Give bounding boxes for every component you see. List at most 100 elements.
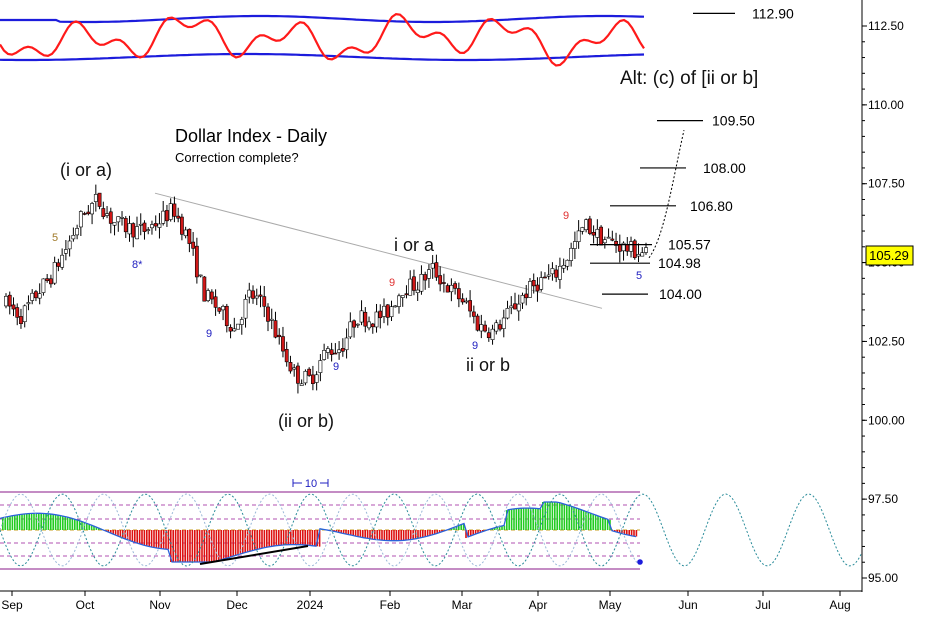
histogram-bar-green	[544, 502, 546, 530]
candle-bear	[468, 300, 472, 312]
histogram-bar-red	[117, 530, 119, 536]
candle-bull	[539, 277, 544, 290]
histogram-bar-green	[21, 514, 23, 530]
candle-bull	[67, 240, 72, 250]
candle-bear	[262, 296, 267, 307]
histogram-bar-green	[64, 516, 66, 530]
histogram-bar-red	[309, 530, 311, 546]
candle-bull	[135, 226, 139, 240]
histogram-bar-green	[462, 523, 465, 530]
candle-bull	[22, 305, 27, 323]
price-tick-label: 110.00	[868, 98, 904, 112]
candle-bull	[243, 298, 248, 319]
candle-bull	[449, 284, 454, 293]
candle-bull	[516, 303, 521, 312]
histogram-bar-red	[628, 530, 630, 536]
candle-bear	[228, 326, 233, 332]
candle-bear	[554, 269, 559, 278]
histogram-bar-red	[479, 530, 482, 533]
histogram-bar-red	[138, 530, 141, 544]
histogram-bar-red	[290, 530, 292, 545]
cycle-label-bg	[302, 476, 320, 489]
candle-bear	[483, 324, 487, 332]
histogram-bar-green	[563, 503, 566, 530]
histogram-bar-red	[201, 530, 203, 562]
histogram-bar-red	[626, 530, 628, 535]
histogram-bar-red	[174, 530, 177, 562]
candle-bull	[232, 328, 237, 332]
date-tick-label: Jun	[678, 598, 697, 612]
count-label: 5	[52, 232, 58, 244]
candle-bull	[528, 281, 532, 298]
candle-bull	[52, 262, 57, 284]
candle-bear	[599, 226, 603, 246]
candle-bull	[494, 322, 499, 332]
lower-cycle-panel	[0, 491, 862, 570]
level-label: 105.57	[668, 237, 711, 253]
histogram-bar-green	[88, 523, 90, 530]
candle-bear	[434, 262, 439, 278]
histogram-bar-red	[333, 530, 335, 532]
candle-bear	[101, 208, 106, 217]
histogram-bar-red	[258, 530, 261, 549]
candle-bull	[63, 249, 68, 254]
histogram-bar-red	[366, 530, 369, 539]
histogram-bar-red	[472, 530, 474, 536]
date-tick-label: Dec	[226, 598, 247, 612]
date-tick-label: Mar	[452, 598, 473, 612]
candle-bear	[404, 293, 409, 296]
histogram-bar-red	[165, 530, 167, 550]
histogram-bar-green	[50, 513, 52, 530]
candle-bear	[251, 290, 255, 299]
histogram-bar-green	[23, 514, 26, 530]
histogram-bar-red	[237, 530, 239, 555]
histogram-bar-red	[419, 530, 422, 539]
candle-bear	[142, 222, 147, 232]
histogram-bar-red	[182, 530, 184, 562]
candle-bull	[359, 310, 364, 323]
histogram-bar-red	[311, 530, 314, 546]
histogram-bar-red	[105, 530, 107, 531]
candle-bull	[183, 229, 188, 237]
histogram-bar-red	[179, 530, 182, 562]
histogram-bar-red	[359, 530, 362, 537]
histogram-bar-red	[148, 530, 150, 547]
candle-bull	[621, 242, 626, 252]
histogram-bar-red	[335, 530, 338, 532]
histogram-bar-red	[618, 530, 621, 533]
candle-bear	[513, 303, 517, 310]
histogram-bar-red	[302, 530, 304, 545]
histogram-bar-red	[364, 530, 366, 538]
level-label: 109.50	[712, 113, 755, 129]
candle-bull	[580, 227, 585, 232]
histogram-bar-green	[40, 513, 42, 530]
candle-bear	[524, 293, 529, 299]
histogram-bar-green	[594, 514, 597, 530]
histogram-bar-green	[585, 511, 587, 530]
osc-lower-band	[0, 52, 645, 62]
candle-bear	[423, 274, 428, 281]
histogram-bar-green	[530, 508, 532, 530]
cycle-wave-dotted	[0, 493, 862, 567]
candle-bull	[606, 236, 611, 239]
histogram-bar-green	[47, 513, 50, 530]
histogram-bar-green	[602, 517, 604, 530]
histogram-bar-red	[177, 530, 179, 562]
candle-bear	[378, 310, 383, 319]
candle-bull	[314, 374, 319, 383]
histogram-bar-red	[239, 530, 242, 555]
candle-bull	[464, 300, 469, 303]
candle-bull	[490, 328, 495, 340]
date-axis: Sep Oct Nov Dec 2024 Feb Mar Apr May Jun Jul Aug	[0, 590, 862, 612]
histogram-bar-green	[2, 517, 4, 530]
candle-bull	[479, 324, 484, 332]
histogram-bar-green	[42, 513, 45, 530]
histogram-bar-red	[141, 530, 143, 545]
candle-bull	[75, 228, 80, 236]
candle-bull	[60, 254, 65, 268]
histogram-bar-red	[371, 530, 374, 540]
histogram-bar-green	[599, 516, 602, 530]
candle-bull	[344, 337, 349, 351]
candle-bull	[629, 241, 633, 252]
candle-bear	[153, 223, 158, 227]
